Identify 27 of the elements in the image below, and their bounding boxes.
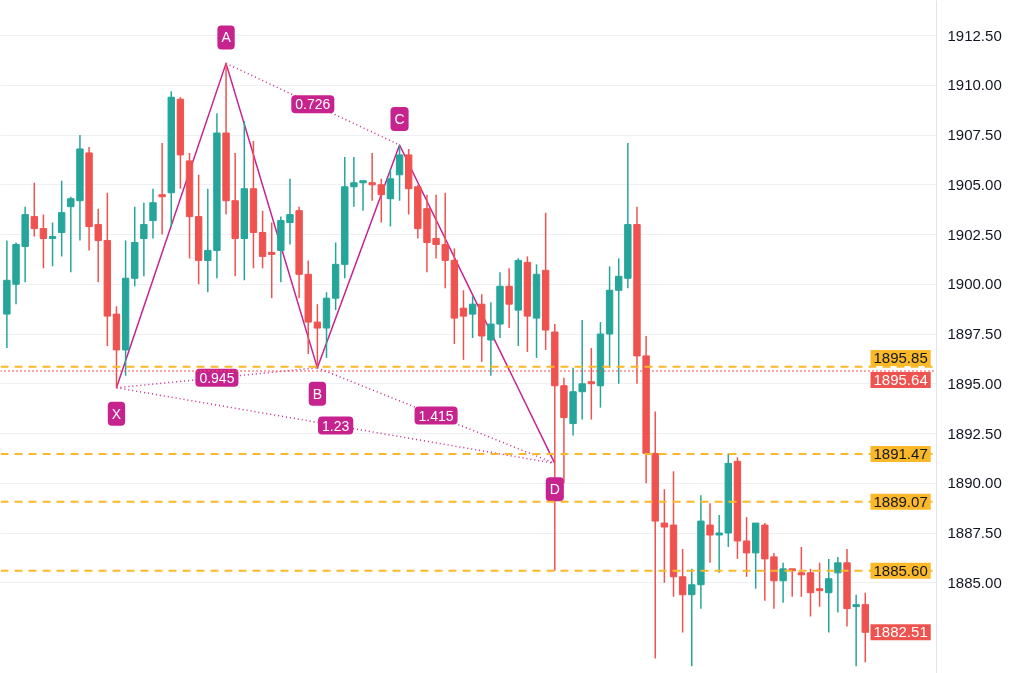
y-tick-label: 1905.00 — [947, 175, 1002, 193]
y-tick-label: 1910.00 — [947, 76, 1002, 94]
ref-line-label: 1885.60 — [873, 561, 928, 579]
y-tick-label: 1890.00 — [947, 474, 1002, 492]
y-tick-label: 1885.00 — [947, 573, 1002, 591]
y-tick-label: 1892.50 — [947, 424, 1002, 442]
y-tick-label: 1900.00 — [947, 275, 1002, 293]
data-label: D — [549, 481, 560, 498]
ref-line-label: 1895.64 — [873, 370, 928, 388]
y-tick-label: 1897.50 — [947, 325, 1002, 343]
ref-line-label: 1889.07 — [873, 492, 928, 510]
y-tick-label: 1902.50 — [947, 225, 1002, 243]
legend-label: 1.23 — [322, 417, 350, 434]
y-tick-label: 1912.50 — [947, 26, 1002, 44]
series-label: 1.415 — [418, 407, 454, 424]
ref-line-label: 1891.47 — [873, 445, 928, 463]
series-label: 0.945 — [199, 369, 235, 386]
ref-line-label: 1895.85 — [873, 348, 928, 366]
y-tick-label: 1887.50 — [947, 524, 1002, 542]
data-label: A — [221, 29, 232, 46]
y-tick-label: 1907.50 — [947, 126, 1002, 144]
data-label: C — [394, 110, 405, 127]
y-tick-label: 1895.00 — [947, 374, 1002, 392]
text: 1882.51 — [873, 623, 928, 641]
series-label: 0.726 — [295, 96, 331, 113]
data-label: B — [312, 385, 323, 402]
data-label: X — [111, 405, 122, 422]
